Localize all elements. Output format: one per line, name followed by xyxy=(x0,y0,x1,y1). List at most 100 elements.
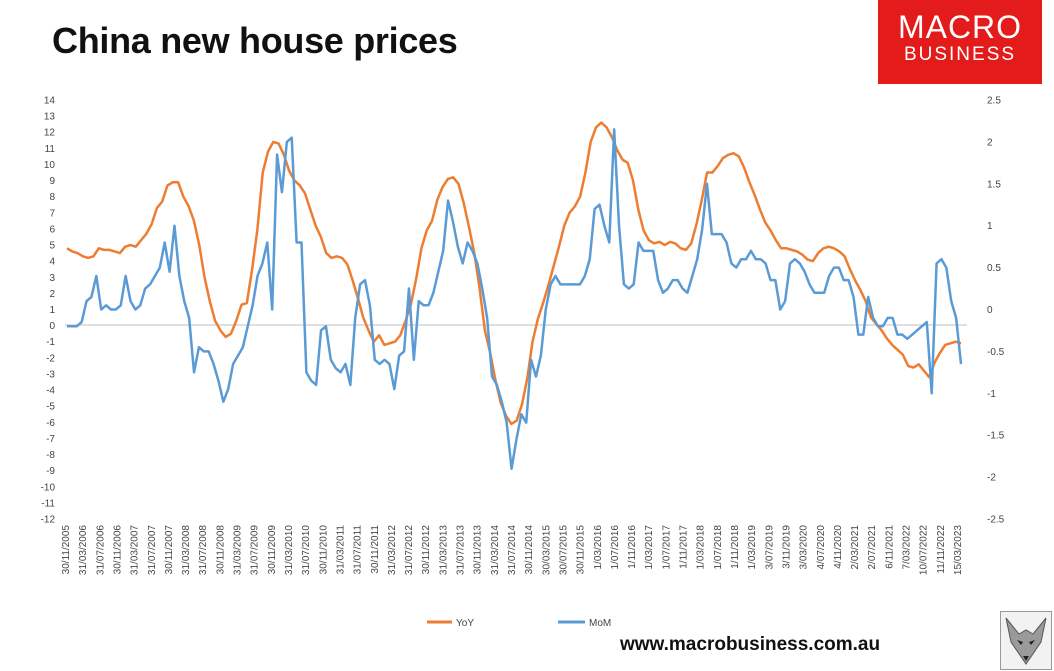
x-axis-tick-label: 3/03/2020 xyxy=(799,525,810,570)
x-axis-tick-label: 30/07/2015 xyxy=(558,525,569,575)
left-axis-tick-label: -6 xyxy=(46,418,55,429)
series-line-yoy xyxy=(66,121,962,426)
right-axis-tick-label: 0.5 xyxy=(987,263,1001,274)
x-axis-tick-label: 31/03/2011 xyxy=(335,525,346,575)
x-axis-tick-label: 1/03/2016 xyxy=(593,525,604,570)
right-axis-tick-label: 2.5 xyxy=(987,96,1001,107)
left-axis-tick-label: 9 xyxy=(49,176,55,187)
macrobusiness-logo: MACRO BUSINESS xyxy=(878,0,1042,84)
x-axis-tick-label: 30/11/2006 xyxy=(112,525,123,575)
right-axis-tick-label: -0.5 xyxy=(987,347,1005,358)
right-axis-tick-label: -2 xyxy=(987,473,996,484)
x-axis-tick-label: 1/07/2017 xyxy=(661,525,672,570)
x-axis-tick-label: 2/07/2021 xyxy=(867,525,878,570)
left-axis-tick-label: -7 xyxy=(46,434,55,445)
left-axis-tick-label: -8 xyxy=(46,450,55,461)
x-axis-tick-label: 31/03/2012 xyxy=(387,525,398,575)
x-axis-tick-label: 31/03/2008 xyxy=(181,525,192,575)
x-axis-tick-label: 30/11/2007 xyxy=(164,525,175,575)
left-axis-tick-label: -1 xyxy=(46,337,55,348)
right-axis-tick-label: 1.5 xyxy=(987,179,1001,190)
x-axis-ticks: 30/11/2005 31/03/2006 31/07/2006 30/11/2006… xyxy=(61,525,964,575)
x-axis-tick-label: 30/11/2011 xyxy=(370,525,381,574)
left-axis-tick-label: 0 xyxy=(49,321,55,332)
left-axis-tick-label: -11 xyxy=(41,498,55,509)
left-axis-tick-label: 14 xyxy=(44,96,56,107)
x-axis-tick-label: 31/03/2014 xyxy=(490,525,501,575)
left-axis-tick-label: 6 xyxy=(49,224,55,235)
x-axis-tick-label: 31/07/2011 xyxy=(353,525,364,575)
left-axis-tick-label: -5 xyxy=(46,402,55,413)
left-axis-tick-label: 11 xyxy=(45,144,56,155)
left-axis-tick-label: 10 xyxy=(44,160,56,171)
right-axis-tick-label: -2.5 xyxy=(987,515,1005,526)
x-axis-tick-label: 30/11/2014 xyxy=(524,525,535,575)
left-axis-tick-label: 1 xyxy=(49,305,55,316)
x-axis-tick-label: 1/03/2018 xyxy=(696,525,707,570)
x-axis-tick-label: 31/07/2013 xyxy=(456,525,467,575)
x-axis-tick-label: 4/07/2020 xyxy=(816,525,827,570)
left-axis-tick-label: -2 xyxy=(46,353,55,364)
x-axis-tick-label: 7/03/2022 xyxy=(902,525,913,570)
x-axis-tick-label: 15/03/2023 xyxy=(953,525,964,575)
x-axis-tick-label: 2/03/2021 xyxy=(850,525,861,570)
website-url[interactable]: www.macrobusiness.com.au xyxy=(620,634,881,655)
x-axis-tick-label: 31/03/2013 xyxy=(438,525,449,575)
x-axis-tick-label: 1/07/2016 xyxy=(610,525,621,570)
x-axis-tick-label: 30/11/2013 xyxy=(473,525,484,575)
right-axis-tick-label: 0 xyxy=(987,305,993,316)
x-axis-tick-label: 31/03/2006 xyxy=(78,525,89,575)
right-axis-ticks: 2.5 2 1.5 1 0.5 0 -0.5 -1 -1.5 -2 -2.5 xyxy=(987,96,1005,526)
left-axis-tick-label: -3 xyxy=(46,369,55,380)
left-axis-tick-label: -4 xyxy=(46,386,55,397)
x-axis-tick-label: 30/11/2015 xyxy=(576,525,587,575)
left-axis-tick-label: 8 xyxy=(49,192,55,203)
x-axis-tick-label: 30/11/2012 xyxy=(421,525,432,575)
left-axis-tick-label: -10 xyxy=(41,482,56,493)
legend: YoY MoM xyxy=(427,618,611,629)
left-axis-tick-label: -12 xyxy=(41,515,56,526)
right-axis-tick-label: -1 xyxy=(987,389,996,400)
x-axis-tick-label: 3/07/2019 xyxy=(764,525,775,570)
series-line-mom xyxy=(67,128,963,470)
left-axis-tick-label: -9 xyxy=(46,466,55,477)
right-axis-tick-label: 1 xyxy=(987,221,993,232)
left-axis-tick-label: 7 xyxy=(49,208,55,219)
x-axis-tick-label: 31/03/2009 xyxy=(233,525,244,575)
fox-logo xyxy=(1000,611,1052,670)
x-axis-tick-label: 30/03/2015 xyxy=(541,525,552,575)
x-axis-tick-label: 1/03/2017 xyxy=(644,525,655,570)
x-axis-tick-label: 1/03/2019 xyxy=(747,525,758,570)
x-axis-tick-label: 31/07/2014 xyxy=(507,525,518,575)
x-axis-tick-label: 4/11/2020 xyxy=(833,525,844,569)
x-axis-tick-label: 31/07/2008 xyxy=(198,525,209,575)
logo-line-1: MACRO xyxy=(897,9,1023,45)
right-axis-tick-label: -1.5 xyxy=(987,431,1005,442)
legend-label-mom: MoM xyxy=(589,618,611,629)
x-axis-tick-label: 10/07/2022 xyxy=(919,525,930,575)
x-axis-tick-label: 31/07/2009 xyxy=(250,525,261,575)
x-axis-tick-label: 30/11/2010 xyxy=(318,525,329,575)
left-axis-tick-label: 13 xyxy=(44,112,56,123)
x-axis-tick-label: 30/11/2008 xyxy=(215,525,226,575)
x-axis-tick-label: 31/07/2010 xyxy=(301,525,312,575)
x-axis-tick-label: 31/07/2012 xyxy=(404,525,415,575)
x-axis-tick-label: 30/11/2009 xyxy=(267,525,278,575)
right-axis-tick-label: 2 xyxy=(987,137,993,148)
left-axis-tick-label: 4 xyxy=(49,257,55,268)
chart-title: China new house prices xyxy=(52,20,458,61)
x-axis-tick-label: 1/11/2016 xyxy=(627,525,638,569)
x-axis-tick-label: 1/07/2018 xyxy=(713,525,724,570)
left-axis-tick-label: 12 xyxy=(44,128,56,139)
x-axis-tick-label: 6/11/2021 xyxy=(884,525,895,569)
x-axis-tick-label: 1/11/2017 xyxy=(679,525,690,569)
left-axis-tick-label: 2 xyxy=(49,289,55,300)
x-axis-tick-label: 30/11/2005 xyxy=(61,525,72,575)
left-axis-tick-label: 5 xyxy=(49,241,55,252)
left-axis-tick-label: 3 xyxy=(49,273,55,284)
x-axis-tick-label: 31/03/2007 xyxy=(130,525,141,575)
x-axis-tick-label: 3/11/2019 xyxy=(781,525,792,569)
x-axis-tick-label: 31/03/2010 xyxy=(284,525,295,575)
x-axis-tick-label: 31/07/2006 xyxy=(95,525,106,575)
